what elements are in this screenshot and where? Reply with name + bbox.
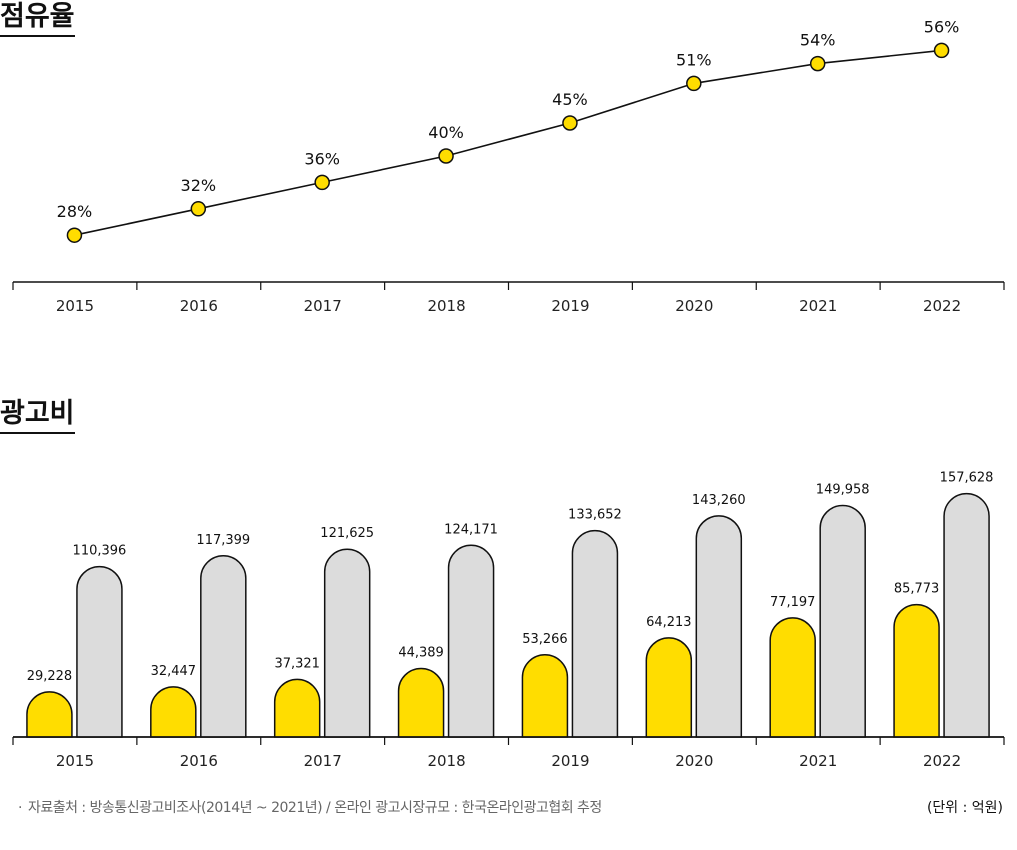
adspend-bar-total (943, 492, 990, 738)
adspend-data-label: 117,399 (196, 533, 250, 548)
share-point (933, 42, 950, 59)
adspend-bar-online (150, 686, 197, 738)
adspend-bar-online (769, 617, 816, 738)
footnote-bullet: · (18, 800, 22, 816)
adspend-bar-total (76, 565, 123, 738)
adspend-data-label: 149,958 (816, 483, 870, 498)
adspend-tick-label: 2017 (304, 752, 342, 770)
adspend-bar-online (397, 667, 445, 738)
adspend-data-label: 77,197 (770, 595, 816, 610)
share-series-line (74, 49, 942, 236)
share-data-label: 40% (428, 123, 464, 142)
adspend-bar-total (323, 548, 371, 738)
adspend-data-label: 110,396 (73, 544, 127, 559)
share-point (66, 227, 83, 243)
share-data-label: 51% (676, 50, 712, 69)
adspend-bar-total (571, 529, 619, 738)
share-tick-label: 2018 (427, 297, 465, 315)
share-point (562, 115, 578, 131)
share-data-label: 45% (552, 90, 588, 109)
charts-canvas: 2015 2016 2017 2018 2019 2020 2021 2022 28% 32% 36… (12, 17, 1005, 770)
share-point (190, 201, 207, 217)
share-tick-label: 2021 (799, 297, 837, 315)
adspend-bar-total (695, 515, 743, 738)
adspend-tick-label: 2021 (799, 752, 837, 770)
adspend-tick-label: 2022 (923, 752, 961, 770)
adspend-data-label: 64,213 (646, 615, 692, 630)
adspend-data-label: 121,625 (320, 526, 374, 541)
adspend-data-label: 53,266 (522, 632, 568, 647)
adspend-data-label: 133,652 (568, 508, 622, 523)
adspend-bar-online (273, 678, 321, 738)
share-tick-label: 2019 (551, 297, 589, 315)
adspend-tick-label: 2016 (180, 752, 218, 770)
adspend-tick-label: 2018 (427, 752, 465, 770)
adspend-data-label: 44,389 (398, 645, 444, 660)
adspend-data-label: 85,773 (894, 582, 940, 597)
adspend-bar-total (819, 504, 866, 738)
adspend-bar-online (893, 603, 940, 738)
footnote-text: 자료출처 : 방송통신광고비조사(2014년 ~ 2021년) / 온라인 광고… (27, 800, 602, 816)
share-data-label: 54% (800, 31, 836, 50)
adspend-tick-label: 2020 (675, 752, 713, 770)
source-footnote: · 자료출처 : 방송통신광고비조사(2014년 ~ 2021년) / 온라인 광… (18, 797, 602, 817)
share-tick-label: 2016 (180, 297, 218, 315)
adspend-data-label: 29,228 (27, 669, 73, 684)
adspend-data-label: 157,628 (940, 471, 994, 486)
share-section-title: 점유율 (0, 3, 75, 37)
share-data-label: 32% (181, 176, 217, 195)
adspend-tick-label: 2019 (551, 752, 589, 770)
share-tick-label: 2015 (56, 297, 94, 315)
adspend-data-label: 37,321 (274, 656, 320, 671)
share-data-label: 36% (304, 149, 340, 168)
unit-label: (단위 : 억원) (926, 800, 1003, 816)
share-data-label: 28% (57, 202, 93, 221)
share-point (686, 75, 702, 92)
adspend-bar-total (200, 555, 247, 738)
share-tick-label: 2017 (304, 297, 342, 315)
adspend-bar-online (521, 654, 569, 738)
adspend-data-label: 143,260 (692, 493, 746, 508)
adspend-section-title: 광고비 (0, 400, 75, 434)
share-point (314, 174, 330, 191)
share-tick-label: 2022 (923, 297, 961, 315)
share-point (809, 55, 826, 72)
adspend-tick-label: 2015 (56, 752, 94, 770)
share-tick-label: 2020 (675, 297, 713, 315)
adspend-bar-total (447, 544, 495, 738)
adspend-bar-online (26, 691, 73, 738)
share-point (438, 148, 454, 164)
adspend-data-label: 32,447 (151, 664, 197, 679)
adspend-data-label: 124,171 (444, 522, 498, 537)
share-data-label: 56% (924, 17, 960, 36)
adspend-bar-online (645, 637, 693, 738)
